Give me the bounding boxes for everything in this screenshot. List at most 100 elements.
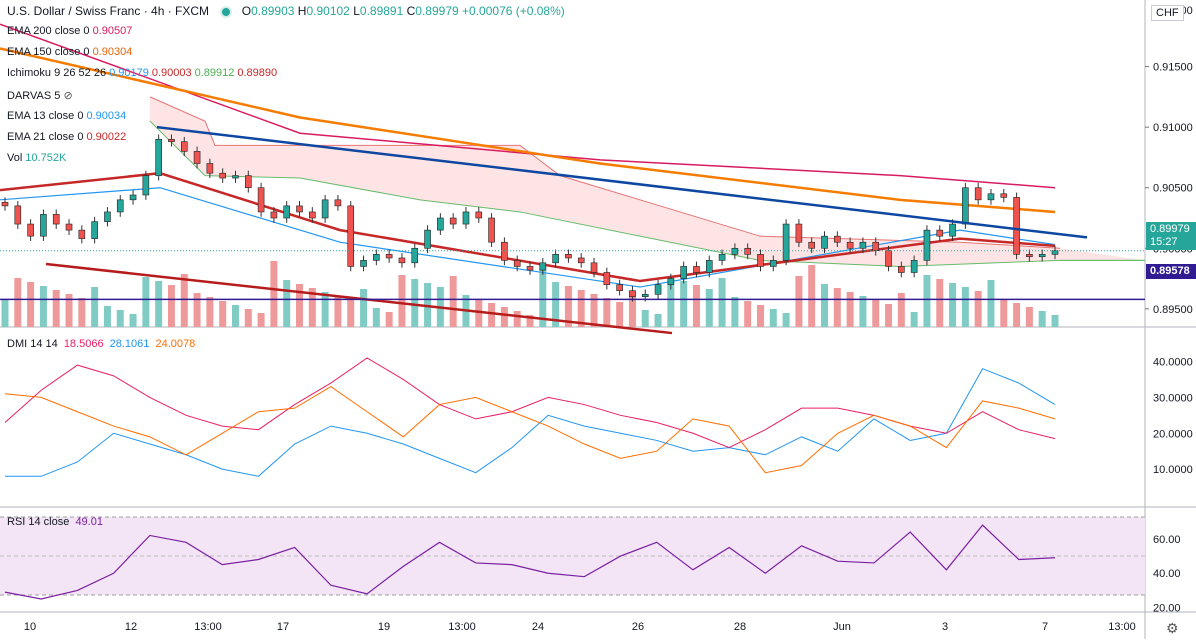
price-tick-label: 0.91500 xyxy=(1153,62,1193,74)
volume-bar xyxy=(846,292,854,327)
support-price-label: 0.89578 xyxy=(1146,264,1196,279)
volume-bar xyxy=(974,291,982,327)
legend-ema-0[interactable]: EMA 200 close 0 0.90507 xyxy=(7,25,132,37)
legend-value: 0.90179 xyxy=(109,67,149,80)
volume-bar xyxy=(897,293,905,327)
volume-bar xyxy=(821,284,829,327)
time-tick-label: 7 xyxy=(1042,621,1048,633)
dmi-legend[interactable]: DMI 14 14 18.5066 28.1061 24.0078 xyxy=(7,338,195,350)
volume-bar xyxy=(833,288,841,327)
volume-bar xyxy=(283,280,291,327)
time-tick-label: 24 xyxy=(532,621,544,633)
candle-body xyxy=(232,175,239,179)
rsi-tick-label: 40.00 xyxy=(1153,568,1181,580)
price-tick-label: 0.90500 xyxy=(1153,183,1193,195)
dmi-line-plus_di xyxy=(5,368,1056,477)
volume-bar xyxy=(692,285,700,327)
volume-bar xyxy=(769,309,777,327)
rsi-tick-label: 60.00 xyxy=(1153,534,1181,546)
volume-bar xyxy=(449,276,457,327)
volume-bar xyxy=(206,297,214,327)
volume-bar xyxy=(103,306,111,327)
last-price-label: 0.89979 15:27 xyxy=(1146,222,1196,250)
open-value: 0.89903 xyxy=(251,4,295,18)
dmi-tick-label: 10.0000 xyxy=(1153,464,1193,476)
high-value: 0.90102 xyxy=(306,4,350,18)
candle-body xyxy=(1000,193,1008,198)
legend-ichimoku-2[interactable]: Ichimoku 9 26 52 26 0.90179 0.90003 0.89912… xyxy=(7,67,277,79)
currency-badge[interactable]: CHF xyxy=(1151,5,1184,21)
volume-bar xyxy=(949,283,957,327)
candle-body xyxy=(565,254,572,259)
candle-body xyxy=(513,260,521,267)
volume-bar xyxy=(488,303,496,327)
candle-body xyxy=(936,229,944,237)
volume-bar xyxy=(1,300,9,327)
volume-bar xyxy=(91,287,99,327)
candle-body xyxy=(437,217,444,231)
time-tick-label: 12 xyxy=(125,621,137,633)
volume-bar xyxy=(936,279,944,327)
legend-vol-6[interactable]: Vol 10.752K xyxy=(7,152,66,164)
candle-body xyxy=(52,214,60,225)
legend-ema-1[interactable]: EMA 150 close 0 0.90304 xyxy=(7,46,132,58)
candle-body xyxy=(283,205,291,219)
volume-bar xyxy=(27,282,35,327)
candle-body xyxy=(910,260,918,273)
candle-body xyxy=(116,199,124,213)
volume-bar xyxy=(872,300,880,327)
time-tick-label: Jun xyxy=(833,621,851,633)
candle-body xyxy=(14,205,22,225)
hidden-eye-icon[interactable]: ⊘ xyxy=(60,89,73,102)
bar-countdown: 15:27 xyxy=(1150,236,1178,248)
time-tick-label: 26 xyxy=(632,621,644,633)
candle-body xyxy=(321,199,329,219)
legend-ema-4[interactable]: EMA 13 close 0 0.90034 xyxy=(7,110,126,122)
dmi-plus-value: 28.1061 xyxy=(109,338,150,350)
volume-bar xyxy=(14,278,22,327)
settings-gear-icon[interactable]: ⚙ xyxy=(1166,620,1179,636)
time-tick-label: 17 xyxy=(277,621,289,633)
ichimoku-span-b xyxy=(149,120,1145,267)
candle-body xyxy=(180,141,188,152)
volume-bar xyxy=(910,312,918,327)
symbol-legend[interactable]: U.S. Dollar / Swiss Franc · 4h · FXCM O0… xyxy=(7,4,565,18)
volume-bar xyxy=(411,279,419,327)
legend-name: Ichimoku 9 26 52 26 xyxy=(7,67,107,80)
candle-body xyxy=(718,254,726,261)
volume-bar xyxy=(78,298,86,327)
visibility-eye-icon[interactable] xyxy=(220,5,233,18)
legend-darvas-3[interactable]: DARVAS 5 ⊘ xyxy=(7,89,73,102)
trendline-upper xyxy=(156,125,1088,239)
legend-value: 0.89912 xyxy=(194,67,235,80)
legend-name: EMA 200 close 0 xyxy=(7,25,90,37)
volume-bar xyxy=(654,314,662,327)
volume-bar xyxy=(885,304,893,327)
candle-body xyxy=(449,217,457,225)
candle-body xyxy=(629,290,636,298)
candle-body xyxy=(501,241,508,261)
dmi-tick-label: 30.0000 xyxy=(1153,392,1193,404)
candle-body xyxy=(270,211,278,219)
dmi-tick-label: 40.0000 xyxy=(1153,357,1193,369)
volume-bar xyxy=(923,275,931,327)
volume-bar xyxy=(398,275,406,327)
candle-body xyxy=(193,151,201,164)
candle-body xyxy=(654,284,662,295)
legend-value: 0.90022 xyxy=(86,131,127,143)
time-tick-label: 13:00 xyxy=(194,621,222,633)
candle-body xyxy=(769,260,777,267)
candle-body xyxy=(257,187,265,213)
volume-bar xyxy=(129,314,137,327)
rsi-legend[interactable]: RSI 14 close 49.01 xyxy=(7,516,103,528)
volume-bar xyxy=(1025,307,1033,327)
volume-bar xyxy=(296,284,304,327)
legend-ema-5[interactable]: EMA 21 close 0 0.90022 xyxy=(7,131,126,143)
candle-body xyxy=(539,262,547,271)
candle-body xyxy=(693,266,700,273)
candle-body xyxy=(616,284,623,291)
volume-bar xyxy=(385,312,393,327)
candle-body xyxy=(731,247,739,255)
volume-bar xyxy=(1000,299,1008,327)
